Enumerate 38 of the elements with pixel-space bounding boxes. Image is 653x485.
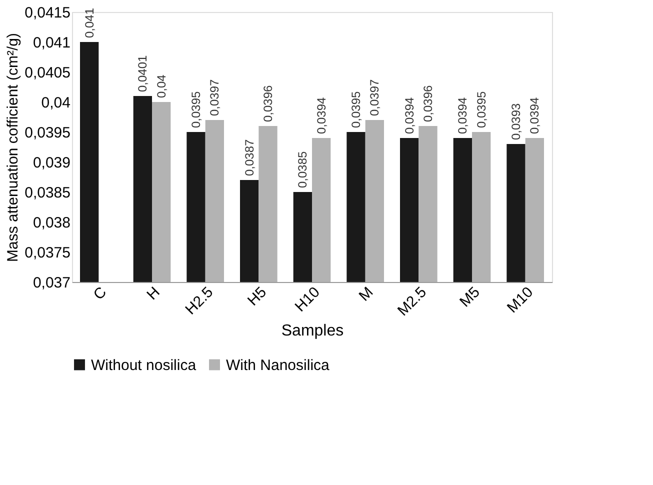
y-tick-label: 0,04 <box>41 94 70 112</box>
data-label: 0,0385 <box>296 150 310 188</box>
data-label: 0,0394 <box>402 96 416 134</box>
x-tick-label: H10 <box>292 284 324 316</box>
y-tick-label: 0,041 <box>32 34 70 52</box>
y-tick-label: 0,0395 <box>24 124 70 142</box>
x-tick-label: C <box>90 284 110 304</box>
x-tick-label: H <box>144 284 164 304</box>
data-label: 0,0401 <box>136 54 150 92</box>
data-label: 0,0395 <box>474 90 488 128</box>
data-label: 0,0393 <box>509 102 523 140</box>
data-label: 0,0396 <box>261 84 275 122</box>
data-label: 0,0394 <box>314 96 328 134</box>
y-tick-label: 0,0405 <box>24 64 70 82</box>
legend-label: With Nanosilica <box>226 356 330 374</box>
legend-label: Without nosilica <box>91 356 197 374</box>
data-label: 0,0395 <box>189 90 203 128</box>
data-label: 0,0394 <box>528 96 542 134</box>
y-tick-label: 0,037 <box>32 274 70 292</box>
x-tick-label: M10 <box>504 284 537 316</box>
data-label: 0,0397 <box>208 78 222 116</box>
y-tick-label: 0,0385 <box>24 184 70 202</box>
data-label: 0,041 <box>82 8 96 38</box>
y-tick-label: 0,0415 <box>24 4 70 22</box>
y-tick-label: 0,039 <box>32 154 70 172</box>
x-tick-label: M5 <box>456 284 484 311</box>
data-label: 0,0395 <box>349 90 363 128</box>
y-axis-title: Mass attenuation cofficient (cm²/g) <box>4 33 22 262</box>
data-label: 0,04 <box>154 74 168 98</box>
y-tick-label: 0,0375 <box>24 244 70 262</box>
data-label: 0,0394 <box>456 96 470 134</box>
y-tick-label: 0,038 <box>32 214 70 232</box>
data-label: 0,0396 <box>421 84 435 122</box>
data-label: 0,0387 <box>242 138 256 176</box>
x-tick-label: M <box>356 284 377 305</box>
x-tick-label: H5 <box>244 284 270 310</box>
data-label: 0,0397 <box>368 78 382 116</box>
x-axis-title: Samples <box>281 322 344 340</box>
